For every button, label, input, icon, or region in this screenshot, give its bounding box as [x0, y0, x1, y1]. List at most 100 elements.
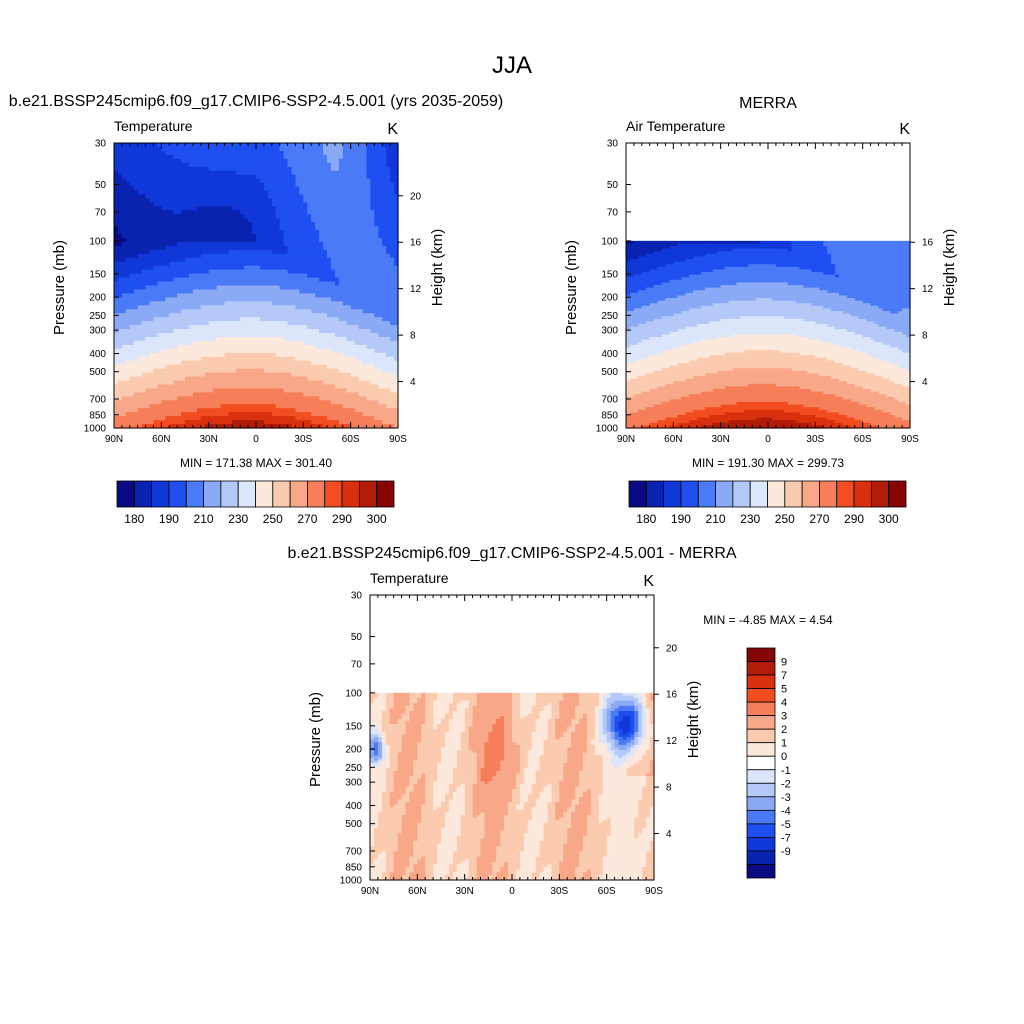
- field-cell: [370, 309, 375, 314]
- field-cell: [283, 293, 289, 298]
- field-cell: [275, 305, 281, 310]
- field-cell: [236, 206, 241, 211]
- field-cell: [358, 222, 364, 227]
- field-cell: [165, 396, 170, 401]
- field-cell: [224, 226, 229, 231]
- field-cell: [386, 186, 391, 192]
- field-cell: [248, 198, 253, 203]
- field-cell: [362, 245, 368, 251]
- field-cell: [370, 340, 375, 346]
- field-cell: [169, 210, 174, 215]
- field-cell: [346, 325, 352, 330]
- field-cell: [169, 305, 174, 310]
- field-cell: [327, 325, 332, 330]
- field-cell: [141, 412, 147, 417]
- field-cell: [248, 388, 253, 393]
- field-cell: [319, 352, 324, 358]
- field-cell: [157, 408, 162, 413]
- field-cell: [354, 269, 360, 275]
- field-cell: [370, 392, 375, 397]
- field-cell: [149, 218, 155, 223]
- field-cell: [354, 218, 360, 223]
- field-cell: [386, 206, 391, 211]
- field-cell: [256, 230, 261, 235]
- field-cell: [153, 269, 158, 275]
- field-cell: [330, 194, 336, 200]
- field-cell: [346, 412, 352, 417]
- field-cell: [196, 321, 202, 326]
- field-cell: [346, 329, 352, 334]
- field-cell: [354, 281, 360, 287]
- field-cell: [228, 186, 233, 192]
- field-cell: [382, 273, 387, 279]
- field-cell: [299, 182, 304, 188]
- field-cell: [212, 143, 218, 148]
- field-cell: [394, 301, 399, 306]
- field-cell: [279, 245, 285, 251]
- field-cell: [291, 340, 297, 346]
- field-cell: [350, 265, 356, 271]
- field-cell: [350, 313, 356, 318]
- field-cell: [248, 360, 253, 366]
- field-cell: [129, 146, 135, 152]
- field-cell: [263, 143, 269, 148]
- field-cell: [263, 333, 269, 338]
- field-cell: [378, 340, 383, 346]
- field-cell: [263, 360, 269, 366]
- field-cell: [121, 230, 127, 235]
- field-cell: [181, 253, 186, 259]
- field-cell: [338, 222, 344, 227]
- field-cell: [330, 384, 336, 390]
- field-cell: [311, 380, 316, 386]
- field-cell: [204, 285, 210, 291]
- field-cell: [299, 360, 304, 366]
- field-cell: [114, 340, 119, 346]
- field-cell: [386, 329, 391, 334]
- field-cell: [287, 348, 293, 354]
- field-cell: [169, 154, 174, 160]
- field-cell: [121, 218, 127, 223]
- field-cell: [350, 218, 356, 223]
- field-cell: [287, 186, 293, 192]
- field-cell: [330, 166, 336, 172]
- field-cell: [244, 190, 249, 196]
- field-cell: [370, 396, 375, 401]
- field-cell: [311, 404, 316, 409]
- field-cell: [169, 396, 174, 401]
- field-cell: [236, 313, 241, 318]
- field-cell: [125, 146, 131, 152]
- field-cell: [114, 238, 119, 243]
- field-cell: [263, 400, 269, 405]
- field-cell: [240, 143, 245, 148]
- field-cell: [129, 384, 135, 390]
- field-cell: [121, 289, 127, 295]
- field-cell: [153, 352, 158, 358]
- field-cell: [275, 333, 281, 338]
- field-cell: [354, 396, 360, 401]
- field-cell: [303, 297, 308, 302]
- field-cell: [125, 400, 131, 405]
- field-cell: [350, 408, 356, 413]
- field-cell: [121, 198, 127, 203]
- field-cell: [181, 277, 186, 283]
- field-cell: [228, 348, 233, 354]
- field-cell: [386, 190, 391, 196]
- field-cell: [256, 412, 261, 417]
- field-cell: [362, 281, 368, 287]
- field-cell: [299, 408, 304, 413]
- field-cell: [283, 190, 289, 196]
- field-cell: [256, 158, 261, 164]
- field-cell: [354, 202, 360, 207]
- field-cell: [216, 392, 222, 397]
- field-cell: [114, 344, 119, 350]
- field-cell: [291, 202, 297, 207]
- field-cell: [224, 285, 229, 291]
- field-cell: [295, 269, 300, 275]
- field-cell: [358, 186, 364, 192]
- field-cell: [374, 178, 379, 184]
- field-cell: [267, 305, 273, 310]
- field-cell: [141, 230, 147, 235]
- field-cell: [338, 245, 344, 251]
- field-cell: [125, 182, 131, 188]
- field-cell: [141, 348, 147, 354]
